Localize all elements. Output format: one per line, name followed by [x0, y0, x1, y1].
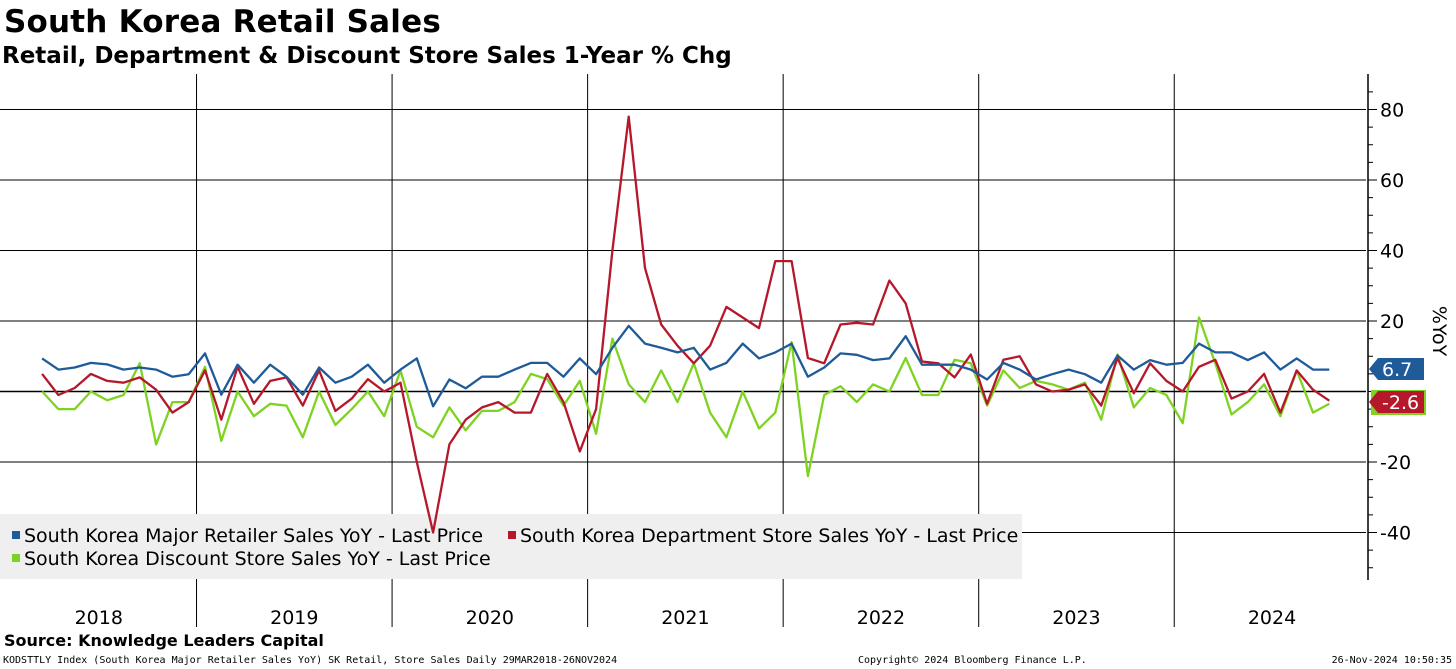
y-tick-label: -20 [1380, 452, 1411, 474]
data-series [41, 115, 1330, 534]
legend: South Korea Major Retailer Sales YoY - L… [0, 514, 1022, 579]
y-axis: 80 60 40 20 -20 -40 [1367, 74, 1411, 580]
y-tick-label: 20 [1380, 311, 1404, 333]
footer-copyright: Copyright© 2024 Bloomberg Finance L.P. [858, 655, 1087, 666]
chart-title: South Korea Retail Sales [4, 4, 441, 40]
legend-label-major-retailer: South Korea Major Retailer Sales YoY - L… [24, 525, 483, 547]
last-tag-major-retailer [1369, 358, 1424, 380]
y-tick-label: 60 [1380, 170, 1404, 192]
x-axis-years: 2018 2019 2020 2021 2022 2023 2024 [75, 607, 1297, 629]
last-price-tags: 6.7 -2.6 [1369, 358, 1426, 415]
last-tag-major-retailer-text: 6.7 [1382, 359, 1412, 381]
legend-label-department-store: South Korea Department Store Sales YoY -… [520, 525, 1018, 547]
legend-label-discount-store: South Korea Discount Store Sales YoY - L… [24, 548, 491, 570]
legend-swatch-discount-store [12, 554, 20, 562]
source-note: Source: Knowledge Leaders Capital [4, 631, 324, 650]
y-tick-label: 80 [1380, 100, 1404, 122]
legend-swatch-department-store [508, 531, 516, 539]
legend-swatch-major-retailer [12, 531, 20, 539]
last-tag-department-store-text: -2.6 [1382, 392, 1419, 414]
x-year-label: 2020 [466, 607, 514, 629]
series-line-major-retailer [41, 324, 1330, 408]
last-tag-department-store [1369, 391, 1424, 413]
chart-subtitle: Retail, Department & Discount Store Sale… [2, 43, 732, 69]
legend-background [0, 514, 1022, 579]
y-tick-label: -40 [1380, 523, 1411, 545]
x-year-label: 2018 [75, 607, 123, 629]
footer-index-info: KODSTTLY Index (South Korea Major Retail… [3, 655, 618, 666]
series-line-department-store [41, 115, 1330, 534]
y-axis-label: %YoY [1428, 306, 1450, 357]
series-line-discount-store [41, 316, 1330, 478]
x-year-label: 2021 [661, 607, 709, 629]
x-year-label: 2019 [270, 607, 318, 629]
x-year-label: 2022 [857, 607, 905, 629]
x-year-label: 2024 [1248, 607, 1296, 629]
footer-timestamp: 26-Nov-2024 10:50:35 [1331, 655, 1452, 666]
y-tick-label: 40 [1380, 241, 1404, 263]
x-year-label: 2023 [1052, 607, 1100, 629]
